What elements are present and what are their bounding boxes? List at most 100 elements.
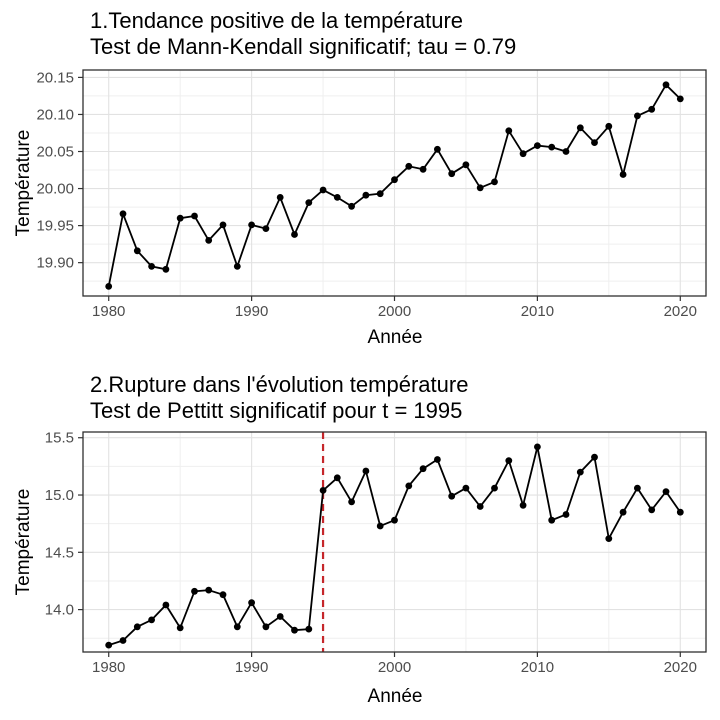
data-point bbox=[648, 105, 656, 113]
data-point bbox=[448, 170, 456, 178]
data-point bbox=[362, 191, 370, 199]
trend-chart-y-axis-title: Température bbox=[13, 129, 34, 237]
data-point bbox=[191, 587, 198, 595]
x-tick-label: 1990 bbox=[235, 659, 268, 676]
y-tick-label: 15.5 bbox=[45, 430, 74, 447]
y-tick-label: 14.0 bbox=[45, 602, 74, 619]
data-point bbox=[291, 231, 298, 238]
data-point bbox=[476, 503, 484, 510]
data-point bbox=[676, 95, 684, 103]
data-point bbox=[391, 516, 398, 524]
data-point bbox=[448, 492, 456, 500]
rupture-chart-plot: 1980 1990 2000 2010 2020 14.0 14.5 15.0 15.5 bbox=[45, 430, 707, 676]
data-point bbox=[148, 616, 156, 624]
y-tick-label: 14.5 bbox=[45, 544, 74, 561]
data-point bbox=[405, 482, 413, 490]
data-point bbox=[462, 484, 470, 492]
data-point bbox=[262, 623, 270, 631]
data-point bbox=[405, 162, 413, 170]
data-point bbox=[648, 506, 656, 514]
data-point bbox=[305, 199, 313, 207]
data-point bbox=[519, 501, 527, 509]
trend-chart-subtitle: Test de Mann-Kendall significatif; tau =… bbox=[90, 34, 517, 59]
y-tick-label: 20.10 bbox=[36, 106, 74, 123]
data-point bbox=[105, 283, 113, 290]
x-tick-label: 2000 bbox=[378, 303, 411, 320]
data-point bbox=[162, 601, 170, 609]
data-point bbox=[248, 599, 256, 607]
data-point bbox=[505, 127, 513, 135]
data-point bbox=[105, 641, 113, 649]
data-point bbox=[519, 150, 527, 158]
data-point bbox=[233, 263, 241, 270]
data-point bbox=[176, 214, 184, 222]
data-point bbox=[491, 484, 498, 492]
x-tick-label: 2020 bbox=[664, 659, 697, 676]
y-tick-label: 15.0 bbox=[45, 487, 74, 504]
data-point bbox=[562, 511, 570, 518]
data-point bbox=[534, 142, 541, 150]
data-point bbox=[591, 139, 598, 147]
data-point bbox=[476, 184, 484, 192]
trend-chart-title: 1.Tendance positive de la température bbox=[90, 8, 464, 33]
data-point bbox=[619, 508, 627, 516]
data-point bbox=[219, 591, 227, 599]
data-point bbox=[333, 474, 341, 482]
data-point bbox=[376, 190, 384, 198]
data-point bbox=[133, 247, 141, 255]
trend-chart-section: 1980 1990 2000 2010 2020 19.90 19.95 20.00 20.05… bbox=[13, 8, 707, 348]
y-tick-label: 20.05 bbox=[36, 144, 74, 161]
data-point bbox=[262, 225, 270, 233]
x-tick-label: 1980 bbox=[92, 659, 125, 676]
y-tick-label: 19.90 bbox=[36, 255, 74, 272]
data-point bbox=[319, 487, 327, 494]
x-tick-label: 2000 bbox=[378, 659, 411, 676]
data-point bbox=[191, 212, 198, 220]
data-point bbox=[362, 467, 370, 475]
data-point bbox=[462, 161, 470, 169]
data-point bbox=[348, 202, 355, 210]
data-point bbox=[591, 453, 598, 461]
x-tick-label: 1990 bbox=[235, 303, 268, 320]
data-point bbox=[562, 148, 570, 155]
y-tick-label: 20.00 bbox=[36, 181, 74, 198]
data-point bbox=[576, 468, 584, 476]
data-point bbox=[119, 637, 127, 644]
data-point bbox=[119, 210, 127, 218]
data-point bbox=[634, 112, 641, 120]
rupture-chart-title: 2.Rupture dans l'évolution température bbox=[90, 372, 469, 397]
data-point bbox=[319, 186, 327, 194]
data-point bbox=[548, 143, 556, 151]
data-point bbox=[376, 522, 384, 530]
data-point bbox=[605, 122, 613, 130]
data-point bbox=[676, 508, 684, 516]
data-point bbox=[605, 535, 613, 542]
data-point bbox=[505, 457, 513, 464]
x-tick-label: 2010 bbox=[521, 659, 554, 676]
data-point bbox=[391, 176, 398, 184]
data-point bbox=[634, 484, 641, 492]
x-tick-label: 2010 bbox=[521, 303, 554, 320]
data-point bbox=[434, 456, 441, 463]
data-point bbox=[233, 623, 241, 631]
data-point bbox=[662, 81, 670, 89]
data-point bbox=[419, 165, 427, 173]
data-point bbox=[162, 265, 170, 273]
data-point bbox=[534, 443, 541, 451]
x-tick-label: 1980 bbox=[92, 303, 125, 320]
data-point bbox=[133, 623, 141, 631]
data-point bbox=[619, 171, 627, 178]
trend-chart-x-axis-title: Année bbox=[367, 327, 423, 348]
data-point bbox=[276, 613, 284, 620]
rupture-chart-subtitle: Test de Pettitt significatif pour t = 19… bbox=[90, 398, 463, 423]
data-point bbox=[576, 124, 584, 132]
data-point bbox=[205, 237, 213, 244]
data-point bbox=[434, 145, 441, 153]
rupture-chart-x-axis-title: Année bbox=[367, 686, 423, 707]
data-point bbox=[491, 178, 498, 186]
data-point bbox=[176, 624, 184, 632]
data-point bbox=[219, 221, 227, 229]
rupture-chart-section: 1980 1990 2000 2010 2020 14.0 14.5 15.0 15.5 2.R… bbox=[0, 360, 720, 720]
data-point bbox=[248, 221, 256, 229]
